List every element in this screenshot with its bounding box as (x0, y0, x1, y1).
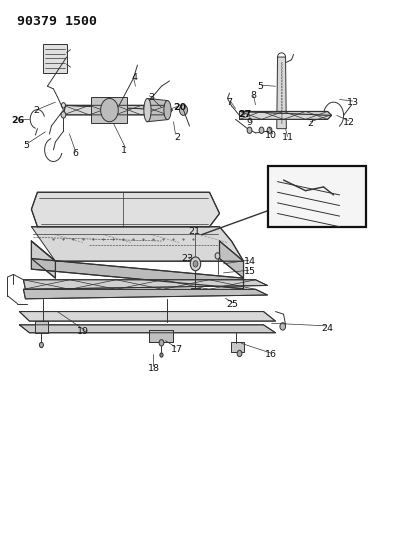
Circle shape (61, 103, 65, 108)
Text: 2: 2 (174, 133, 181, 142)
Circle shape (237, 350, 242, 357)
Polygon shape (31, 241, 56, 278)
Text: 13: 13 (347, 98, 359, 107)
Polygon shape (220, 241, 243, 278)
Text: 1: 1 (120, 147, 127, 156)
Text: 23: 23 (181, 254, 193, 263)
Circle shape (61, 112, 66, 118)
Circle shape (259, 127, 264, 133)
Text: 6: 6 (73, 149, 79, 158)
Text: 19: 19 (77, 327, 89, 336)
Text: 20: 20 (173, 103, 186, 112)
Text: 25: 25 (227, 300, 239, 309)
Text: 10: 10 (265, 131, 277, 140)
Text: 21: 21 (188, 227, 200, 236)
Text: 16: 16 (265, 350, 277, 359)
Text: 8: 8 (251, 91, 257, 100)
Text: 11: 11 (282, 133, 293, 142)
Polygon shape (23, 289, 268, 299)
Text: 2: 2 (33, 106, 39, 115)
Polygon shape (63, 106, 172, 110)
Polygon shape (150, 330, 173, 342)
Polygon shape (44, 44, 66, 73)
Text: 3: 3 (148, 93, 154, 102)
Text: 22: 22 (339, 199, 351, 208)
Circle shape (179, 105, 187, 115)
Ellipse shape (164, 101, 171, 119)
Circle shape (267, 127, 272, 133)
Circle shape (215, 253, 220, 259)
Circle shape (160, 353, 163, 357)
Ellipse shape (144, 99, 151, 122)
Circle shape (280, 322, 286, 330)
Polygon shape (31, 227, 243, 261)
Text: 5: 5 (258, 82, 264, 91)
Polygon shape (147, 99, 168, 122)
Text: 27: 27 (239, 110, 252, 119)
Text: 24: 24 (321, 324, 333, 333)
Text: 2: 2 (307, 119, 314, 128)
Text: 14: 14 (243, 257, 256, 265)
Polygon shape (239, 111, 332, 115)
Text: 5: 5 (24, 141, 29, 150)
Text: 17: 17 (171, 345, 183, 354)
Polygon shape (19, 312, 276, 321)
Circle shape (101, 99, 118, 122)
Polygon shape (23, 280, 268, 289)
Text: 9: 9 (247, 118, 253, 127)
Polygon shape (63, 106, 172, 115)
Polygon shape (19, 325, 276, 333)
Polygon shape (31, 259, 243, 289)
Circle shape (190, 257, 201, 271)
Circle shape (193, 261, 198, 267)
Circle shape (247, 127, 252, 133)
FancyBboxPatch shape (268, 166, 366, 227)
Text: 90379 1500: 90379 1500 (17, 14, 98, 28)
Polygon shape (231, 342, 244, 352)
Polygon shape (277, 57, 287, 128)
Text: 12: 12 (343, 118, 355, 127)
Circle shape (159, 340, 164, 346)
Polygon shape (31, 192, 220, 227)
Text: 18: 18 (148, 364, 160, 373)
Polygon shape (35, 320, 48, 333)
Polygon shape (239, 111, 332, 119)
Text: 7: 7 (226, 98, 232, 107)
Text: 15: 15 (243, 267, 256, 276)
Circle shape (39, 342, 44, 348)
Text: 26: 26 (12, 116, 25, 125)
Text: 4: 4 (131, 73, 137, 82)
Polygon shape (91, 97, 127, 123)
